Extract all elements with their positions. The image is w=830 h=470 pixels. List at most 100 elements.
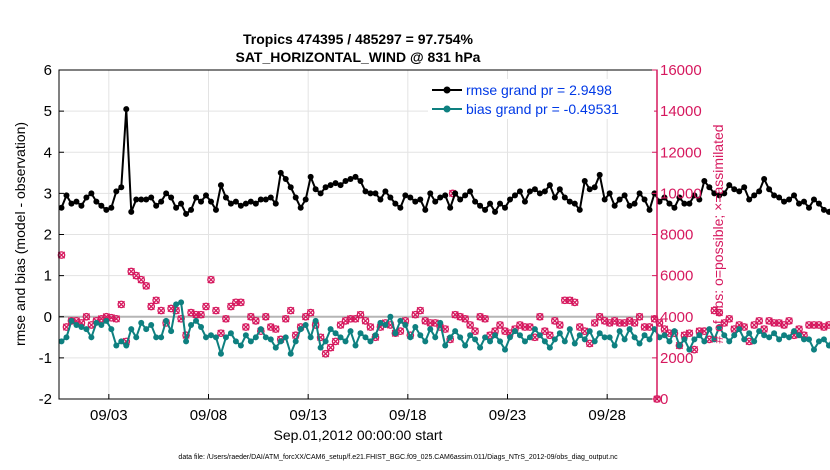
rmse-point xyxy=(297,204,304,211)
bias-point xyxy=(621,336,628,343)
bias-point xyxy=(262,334,269,341)
obs-possible-marker xyxy=(615,319,624,327)
rmse-point xyxy=(337,182,344,189)
rmse-point xyxy=(487,200,494,207)
rmse-point xyxy=(671,204,678,211)
rmse-point xyxy=(676,194,683,201)
obs-possible-marker xyxy=(82,312,91,321)
bias-point xyxy=(696,332,703,339)
obs-possible-marker xyxy=(411,310,420,319)
bias-point xyxy=(367,338,374,345)
bias-point xyxy=(467,332,474,339)
obs-possible-marker xyxy=(825,321,830,329)
obs-assimilated-marker xyxy=(416,306,424,315)
rmse-point xyxy=(412,198,419,205)
bias-point xyxy=(746,330,753,337)
bias-point xyxy=(242,332,249,339)
rmse-point xyxy=(815,200,822,207)
bias-point xyxy=(761,332,768,339)
rmse-point xyxy=(262,196,269,203)
rmse-point xyxy=(322,184,329,191)
rmse-point xyxy=(178,200,185,207)
bias-point xyxy=(656,334,663,341)
bias-point xyxy=(287,350,294,357)
bias-point xyxy=(168,328,175,335)
rmse-point xyxy=(686,200,693,207)
rmse-point xyxy=(666,200,673,207)
bias-line xyxy=(60,301,830,355)
obs-possible-marker xyxy=(132,271,141,280)
bias-point xyxy=(282,334,289,341)
rmse-point xyxy=(771,192,778,199)
legend-box xyxy=(428,79,654,119)
bias-point xyxy=(502,346,509,353)
bias-point xyxy=(133,334,140,341)
rmse-point xyxy=(621,192,628,199)
obs-possible-marker xyxy=(546,331,554,340)
rmse-point xyxy=(113,188,120,195)
rmse-line xyxy=(60,108,830,215)
bias-point xyxy=(63,334,70,341)
x-tick-label: 09/08 xyxy=(190,407,228,424)
bias-point xyxy=(701,338,708,345)
rmse-point xyxy=(317,190,324,197)
legend-rmse-label: rmse grand pr = 2.9498 xyxy=(466,82,612,98)
obs-possible-marker xyxy=(247,312,255,321)
bias-point xyxy=(362,334,369,341)
rmse-point xyxy=(805,204,812,211)
rmse-point xyxy=(447,204,454,211)
bias-point xyxy=(207,332,214,339)
obs-assimilated-marker xyxy=(331,337,340,346)
obs-possible-marker xyxy=(286,306,295,315)
obs-assimilated-marker xyxy=(212,306,220,315)
bias-point xyxy=(427,326,434,333)
bias-point xyxy=(786,334,793,341)
obs-possible-marker xyxy=(57,251,66,259)
rmse-point xyxy=(212,206,219,213)
bias-point xyxy=(78,324,85,331)
rmse-point xyxy=(143,196,150,203)
rmse-point xyxy=(332,180,339,187)
rmse-point xyxy=(601,196,608,203)
bias-point xyxy=(472,336,479,343)
y-tick-label: 6 xyxy=(44,62,52,79)
obs-assimilated-marker xyxy=(282,315,290,323)
rmse-point xyxy=(736,188,743,195)
bias-point xyxy=(477,344,484,351)
bias-point xyxy=(462,342,469,349)
bias-point xyxy=(153,334,160,341)
x-tick-label: 09/23 xyxy=(489,407,527,424)
data-file-footnote: data file: /Users/raeder/DAI/ATM_forcXX/… xyxy=(178,454,618,461)
obs-assimilated-marker xyxy=(725,315,733,323)
rmse-point xyxy=(716,192,723,199)
obs-possible-marker xyxy=(251,317,260,325)
obs-possible-marker xyxy=(212,306,220,315)
bias-point xyxy=(686,346,693,353)
bias-point xyxy=(511,328,518,335)
bias-point xyxy=(810,346,817,353)
bias-point xyxy=(232,338,239,345)
rmse-point xyxy=(302,196,309,203)
legend-bias-label: bias grand pr = -0.49531 xyxy=(466,101,619,117)
x-axis-label: Sep.01,2012 00:00:00 start xyxy=(274,427,443,443)
rmse-point xyxy=(616,196,623,203)
bias-point xyxy=(651,326,658,333)
rmse-point xyxy=(596,171,603,178)
bias-point xyxy=(203,334,210,341)
bias-point xyxy=(711,336,718,343)
rmse-point xyxy=(825,208,830,215)
obs-possible-marker xyxy=(725,314,734,323)
obs-assimilated-marker xyxy=(237,298,245,307)
rmse-point xyxy=(267,194,274,201)
obs-possible-marker xyxy=(197,310,205,319)
rmse-point xyxy=(128,208,135,215)
rmse-point xyxy=(810,196,817,203)
obs-possible-marker xyxy=(217,329,225,338)
obs-assimilated-marker xyxy=(202,302,210,311)
rmse-point xyxy=(352,173,359,180)
rmse-point xyxy=(641,196,648,203)
obs-possible-marker xyxy=(112,314,121,323)
bias-point xyxy=(801,336,808,343)
rmse-point xyxy=(472,198,479,205)
y-tick-label: 4 xyxy=(44,144,52,161)
